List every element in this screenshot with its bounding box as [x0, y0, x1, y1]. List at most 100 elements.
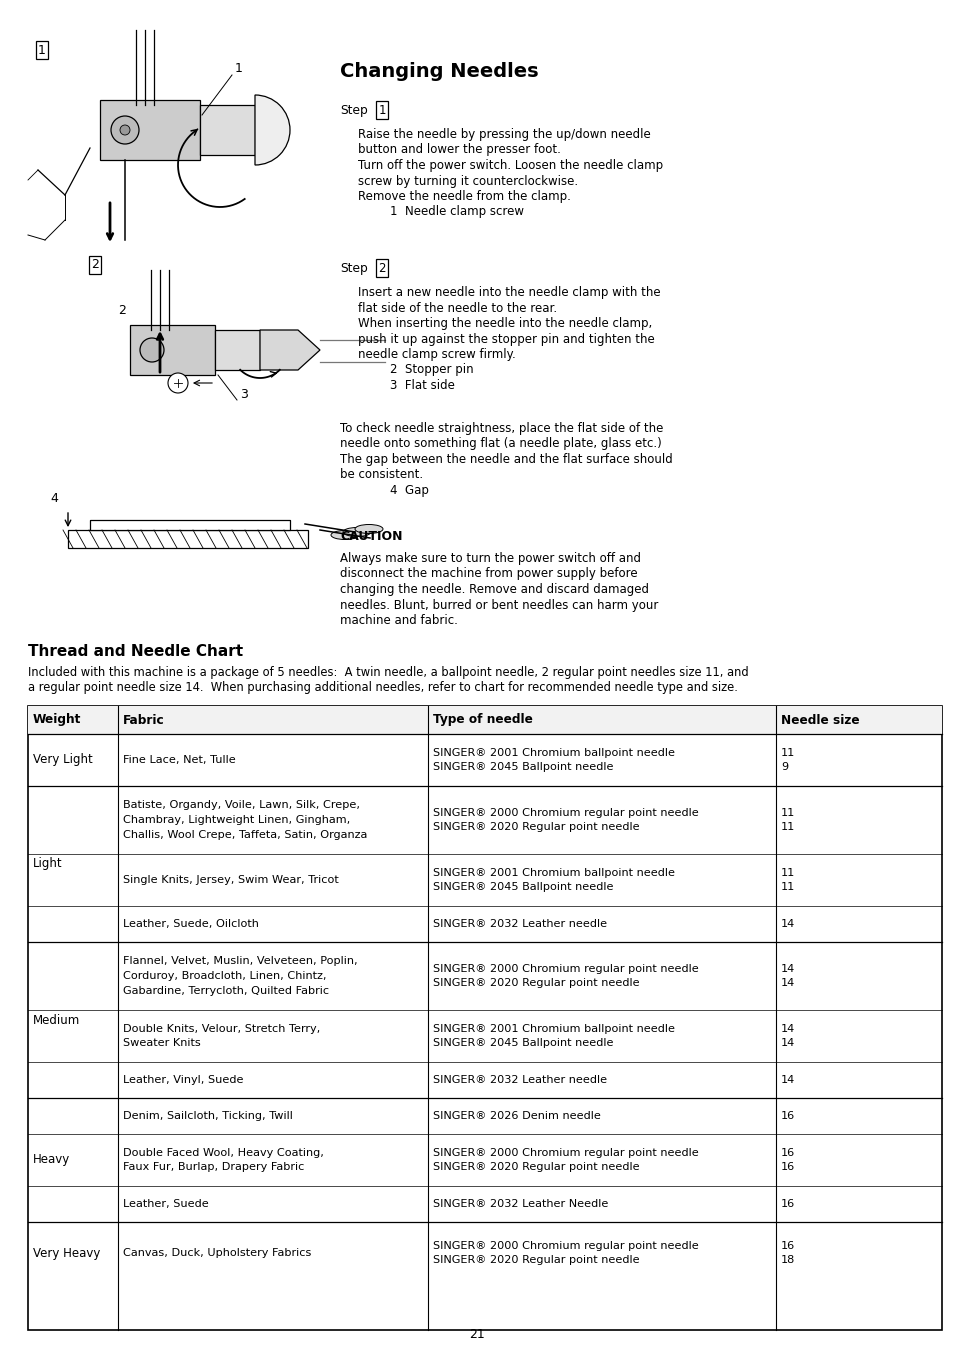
- Text: 14: 14: [781, 1023, 795, 1034]
- Text: 1  Needle clamp screw: 1 Needle clamp screw: [390, 205, 523, 219]
- Text: Single Knits, Jersey, Swim Wear, Tricot: Single Knits, Jersey, Swim Wear, Tricot: [123, 875, 338, 886]
- Circle shape: [168, 373, 188, 393]
- Bar: [90, 520, 290, 531]
- Text: SINGER® 2001 Chromium ballpoint needle: SINGER® 2001 Chromium ballpoint needle: [433, 868, 675, 878]
- Text: 2: 2: [91, 258, 99, 271]
- Ellipse shape: [331, 531, 358, 540]
- Text: needles. Blunt, burred or bent needles can harm your: needles. Blunt, burred or bent needles c…: [339, 598, 658, 612]
- Text: a regular point needle size 14.  When purchasing additional needles, refer to ch: a regular point needle size 14. When pur…: [28, 680, 737, 694]
- Text: When inserting the needle into the needle clamp,: When inserting the needle into the needl…: [357, 317, 652, 329]
- Text: Corduroy, Broadcloth, Linen, Chintz,: Corduroy, Broadcloth, Linen, Chintz,: [123, 971, 326, 981]
- Text: Batiste, Organdy, Voile, Lawn, Silk, Crepe,: Batiste, Organdy, Voile, Lawn, Silk, Cre…: [123, 801, 359, 810]
- Text: 11: 11: [781, 822, 795, 833]
- Text: screw by turning it counterclockwise.: screw by turning it counterclockwise.: [357, 174, 578, 188]
- Text: disconnect the machine from power supply before: disconnect the machine from power supply…: [339, 567, 637, 580]
- Text: Very Light: Very Light: [33, 753, 92, 767]
- Polygon shape: [260, 329, 319, 370]
- Text: SINGER® 2000 Chromium regular point needle: SINGER® 2000 Chromium regular point need…: [433, 964, 698, 973]
- Text: SINGER® 2000 Chromium regular point needle: SINGER® 2000 Chromium regular point need…: [433, 1241, 698, 1250]
- Text: 16: 16: [781, 1199, 795, 1210]
- Text: SINGER® 2000 Chromium regular point needle: SINGER® 2000 Chromium regular point need…: [433, 807, 698, 818]
- Text: flat side of the needle to the rear.: flat side of the needle to the rear.: [357, 301, 557, 315]
- Text: SINGER® 2020 Regular point needle: SINGER® 2020 Regular point needle: [433, 979, 639, 988]
- Text: Turn off the power switch. Loosen the needle clamp: Turn off the power switch. Loosen the ne…: [357, 159, 662, 171]
- Text: 9: 9: [781, 763, 787, 772]
- Text: 16: 16: [781, 1111, 795, 1120]
- Text: Changing Needles: Changing Needles: [339, 62, 538, 81]
- Text: Light: Light: [33, 857, 63, 871]
- Text: Weight: Weight: [33, 714, 81, 726]
- Circle shape: [111, 116, 139, 144]
- Text: 14: 14: [781, 1038, 795, 1049]
- Text: 14: 14: [781, 1075, 795, 1085]
- Text: Leather, Suede, Oilcloth: Leather, Suede, Oilcloth: [123, 919, 258, 929]
- Text: 1: 1: [234, 62, 243, 74]
- Wedge shape: [254, 95, 290, 165]
- Text: 11: 11: [781, 883, 795, 892]
- Text: 11: 11: [781, 807, 795, 818]
- Text: Step: Step: [339, 104, 367, 117]
- Text: changing the needle. Remove and discard damaged: changing the needle. Remove and discard …: [339, 583, 648, 595]
- Text: SINGER® 2020 Regular point needle: SINGER® 2020 Regular point needle: [433, 822, 639, 833]
- Text: CAUTION: CAUTION: [339, 531, 402, 543]
- Bar: [100, 100, 200, 161]
- Text: Chambray, Lightweight Linen, Gingham,: Chambray, Lightweight Linen, Gingham,: [123, 815, 350, 825]
- Text: 21: 21: [469, 1328, 484, 1342]
- Ellipse shape: [355, 525, 382, 533]
- Ellipse shape: [343, 528, 371, 536]
- Text: SINGER® 2001 Chromium ballpoint needle: SINGER® 2001 Chromium ballpoint needle: [433, 1023, 675, 1034]
- Text: be consistent.: be consistent.: [339, 468, 423, 482]
- Text: SINGER® 2020 Regular point needle: SINGER® 2020 Regular point needle: [433, 1256, 639, 1265]
- Bar: [68, 531, 308, 548]
- Text: Canvas, Duck, Upholstery Fabrics: Canvas, Duck, Upholstery Fabrics: [123, 1247, 311, 1258]
- Text: Sweater Knits: Sweater Knits: [123, 1038, 200, 1049]
- Text: SINGER® 2000 Chromium regular point needle: SINGER® 2000 Chromium regular point need…: [433, 1148, 698, 1158]
- Text: button and lower the presser foot.: button and lower the presser foot.: [357, 143, 560, 157]
- Text: 16: 16: [781, 1241, 795, 1250]
- Bar: [130, 325, 214, 375]
- Text: Heavy: Heavy: [33, 1153, 71, 1166]
- Text: Thread and Needle Chart: Thread and Needle Chart: [28, 644, 243, 659]
- Text: Leather, Vinyl, Suede: Leather, Vinyl, Suede: [123, 1075, 243, 1085]
- Text: Double Faced Wool, Heavy Coating,: Double Faced Wool, Heavy Coating,: [123, 1148, 323, 1158]
- Text: 16: 16: [781, 1162, 795, 1172]
- Text: Raise the needle by pressing the up/down needle: Raise the needle by pressing the up/down…: [357, 128, 650, 140]
- Text: 1: 1: [38, 43, 46, 57]
- Text: Step: Step: [339, 262, 367, 275]
- Text: Included with this machine is a package of 5 needles:  A twin needle, a ballpoin: Included with this machine is a package …: [28, 666, 748, 679]
- Text: Challis, Wool Crepe, Taffeta, Satin, Organza: Challis, Wool Crepe, Taffeta, Satin, Org…: [123, 830, 367, 840]
- Text: Double Knits, Velour, Stretch Terry,: Double Knits, Velour, Stretch Terry,: [123, 1023, 320, 1034]
- Text: Type of needle: Type of needle: [433, 714, 533, 726]
- Text: Fabric: Fabric: [123, 714, 165, 726]
- Text: push it up against the stopper pin and tighten the: push it up against the stopper pin and t…: [357, 332, 654, 346]
- Text: 14: 14: [781, 919, 795, 929]
- Text: The gap between the needle and the flat surface should: The gap between the needle and the flat …: [339, 454, 672, 466]
- Text: Insert a new needle into the needle clamp with the: Insert a new needle into the needle clam…: [357, 286, 659, 298]
- Text: Gabardine, Terrycloth, Quilted Fabric: Gabardine, Terrycloth, Quilted Fabric: [123, 986, 329, 996]
- Text: 4  Gap: 4 Gap: [390, 485, 429, 497]
- Text: needle clamp screw firmly.: needle clamp screw firmly.: [357, 348, 516, 360]
- Text: 3  Flat side: 3 Flat side: [390, 379, 455, 391]
- Text: SINGER® 2045 Ballpoint needle: SINGER® 2045 Ballpoint needle: [433, 763, 613, 772]
- Text: 2  Stopper pin: 2 Stopper pin: [390, 363, 473, 377]
- Text: SINGER® 2045 Ballpoint needle: SINGER® 2045 Ballpoint needle: [433, 1038, 613, 1049]
- Text: 14: 14: [781, 964, 795, 973]
- Text: 2: 2: [118, 304, 126, 316]
- Text: SINGER® 2032 Leather needle: SINGER® 2032 Leather needle: [433, 919, 606, 929]
- Text: SINGER® 2032 Leather needle: SINGER® 2032 Leather needle: [433, 1075, 606, 1085]
- Circle shape: [120, 126, 130, 135]
- Text: 1: 1: [377, 104, 385, 116]
- Bar: [200, 105, 254, 155]
- Text: 3: 3: [240, 387, 248, 401]
- Text: SINGER® 2026 Denim needle: SINGER® 2026 Denim needle: [433, 1111, 600, 1120]
- Text: 18: 18: [781, 1256, 795, 1265]
- Text: Faux Fur, Burlap, Drapery Fabric: Faux Fur, Burlap, Drapery Fabric: [123, 1162, 304, 1172]
- Text: SINGER® 2032 Leather Needle: SINGER® 2032 Leather Needle: [433, 1199, 608, 1210]
- Text: Flannel, Velvet, Muslin, Velveteen, Poplin,: Flannel, Velvet, Muslin, Velveteen, Popl…: [123, 956, 357, 967]
- Text: Denim, Sailcloth, Ticking, Twill: Denim, Sailcloth, Ticking, Twill: [123, 1111, 293, 1120]
- Text: 2: 2: [377, 262, 385, 274]
- Text: Very Heavy: Very Heavy: [33, 1246, 100, 1260]
- Text: needle onto something flat (a needle plate, glass etc.): needle onto something flat (a needle pla…: [339, 437, 661, 451]
- Text: 4: 4: [50, 491, 58, 505]
- Text: Always make sure to turn the power switch off and: Always make sure to turn the power switc…: [339, 552, 640, 566]
